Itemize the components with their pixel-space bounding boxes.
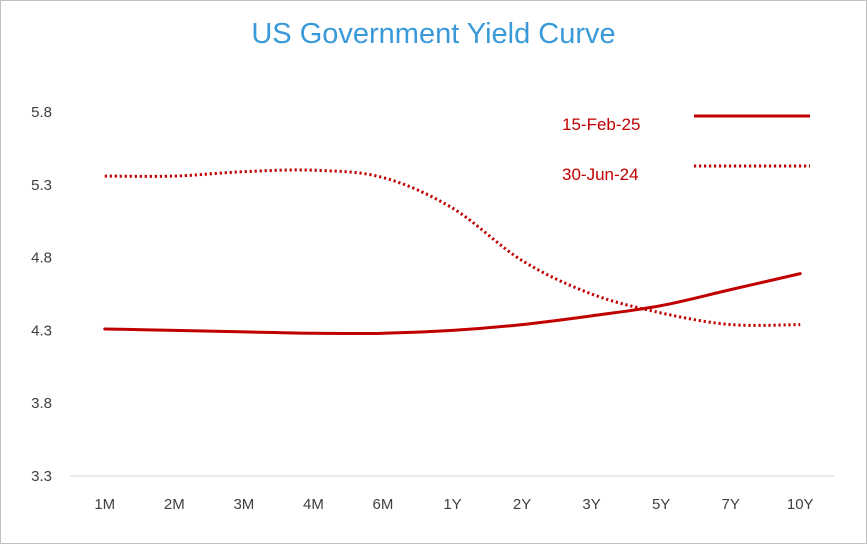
legend: 15-Feb-25 30-Jun-24 <box>562 114 810 184</box>
x-tick-label: 7Y <box>722 496 740 513</box>
y-tick-label: 5.8 <box>31 104 52 121</box>
y-tick-label: 5.3 <box>31 177 52 194</box>
x-tick-label: 3M <box>233 496 254 513</box>
legend-label: 15-Feb-25 <box>562 115 640 134</box>
series-line-30-Jun-24 <box>104 168 801 327</box>
series-lines <box>103 168 802 336</box>
x-tick-label: 5Y <box>652 496 670 513</box>
x-tick-label: 2M <box>164 496 185 513</box>
y-axis-ticks: 5.8 5.3 4.8 4.3 3.8 3.3 <box>31 104 52 485</box>
y-tick-label: 3.8 <box>31 395 52 412</box>
x-tick-label: 1M <box>94 496 115 513</box>
x-tick-label: 1Y <box>443 496 461 513</box>
x-tick-label: 6M <box>373 496 394 513</box>
x-tick-label: 10Y <box>787 496 814 513</box>
y-tick-label: 4.3 <box>31 322 52 339</box>
chart-title: US Government Yield Curve <box>251 18 616 50</box>
x-axis-ticks: 1M 2M 3M 4M 6M 1Y 2Y 3Y 5Y 7Y 10Y <box>94 496 813 513</box>
x-tick-label: 4M <box>303 496 324 513</box>
y-tick-label: 4.8 <box>31 250 52 267</box>
legend-label: 30-Jun-24 <box>562 165 639 184</box>
series-line-15-Feb-25 <box>103 272 802 336</box>
x-tick-label: 3Y <box>582 496 600 513</box>
x-tick-label: 2Y <box>513 496 531 513</box>
y-tick-label: 3.3 <box>31 468 52 485</box>
